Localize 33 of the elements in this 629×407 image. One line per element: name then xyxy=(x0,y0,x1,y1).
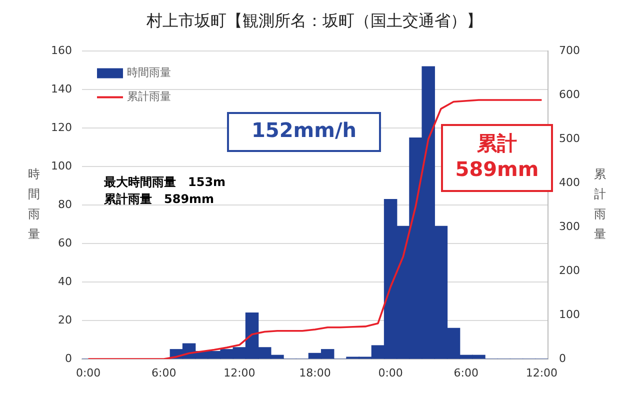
y2-tick-label: 700 xyxy=(559,44,580,58)
y2-tick-label: 300 xyxy=(559,220,580,233)
x-tick-label: 6:00 xyxy=(152,366,176,380)
y-tick-label: 120 xyxy=(51,121,72,134)
y2-tick-label: 100 xyxy=(559,308,580,321)
y-tick-label: 40 xyxy=(58,274,72,288)
y2-tick-label: 500 xyxy=(559,132,580,145)
x-tick-label: 0:00 xyxy=(378,366,403,380)
y-tick-label: 100 xyxy=(51,159,72,172)
legend-label: 累計雨量 xyxy=(127,90,171,104)
y2-tick-label: 400 xyxy=(559,176,580,189)
annotation: 累計雨量 589mm xyxy=(103,192,214,206)
x-tick-label: 12:00 xyxy=(526,366,558,380)
y-tick-label: 80 xyxy=(58,198,72,211)
y-tick-label: 140 xyxy=(51,82,72,96)
annotation: 累計 589mm xyxy=(455,131,539,182)
x-tick-label: 6:00 xyxy=(454,366,478,380)
y2-tick-label: 0 xyxy=(559,352,566,365)
x-tick-label: 0:00 xyxy=(76,366,101,380)
y-tick-label: 20 xyxy=(58,313,72,326)
legend-label: 時間雨量 xyxy=(127,66,171,80)
y2-tick-label: 600 xyxy=(559,88,580,102)
annotation: 最大時間雨量 153m xyxy=(103,175,226,190)
y-tick-label: 0 xyxy=(65,352,72,365)
x-tick-label: 12:00 xyxy=(224,366,256,380)
y-axis-title: 時間雨量 xyxy=(28,167,40,242)
y2-axis-title: 累計雨量 xyxy=(594,167,606,242)
y-tick-label: 60 xyxy=(58,236,72,250)
x-tick-label: 18:00 xyxy=(299,366,331,380)
y2-tick-label: 200 xyxy=(559,264,580,277)
y-tick-label: 160 xyxy=(51,44,72,58)
chart-title: 村上市坂町【観測所名：坂町（国土交通省）】 xyxy=(146,10,482,30)
annotation: 152mm/h xyxy=(252,118,356,142)
